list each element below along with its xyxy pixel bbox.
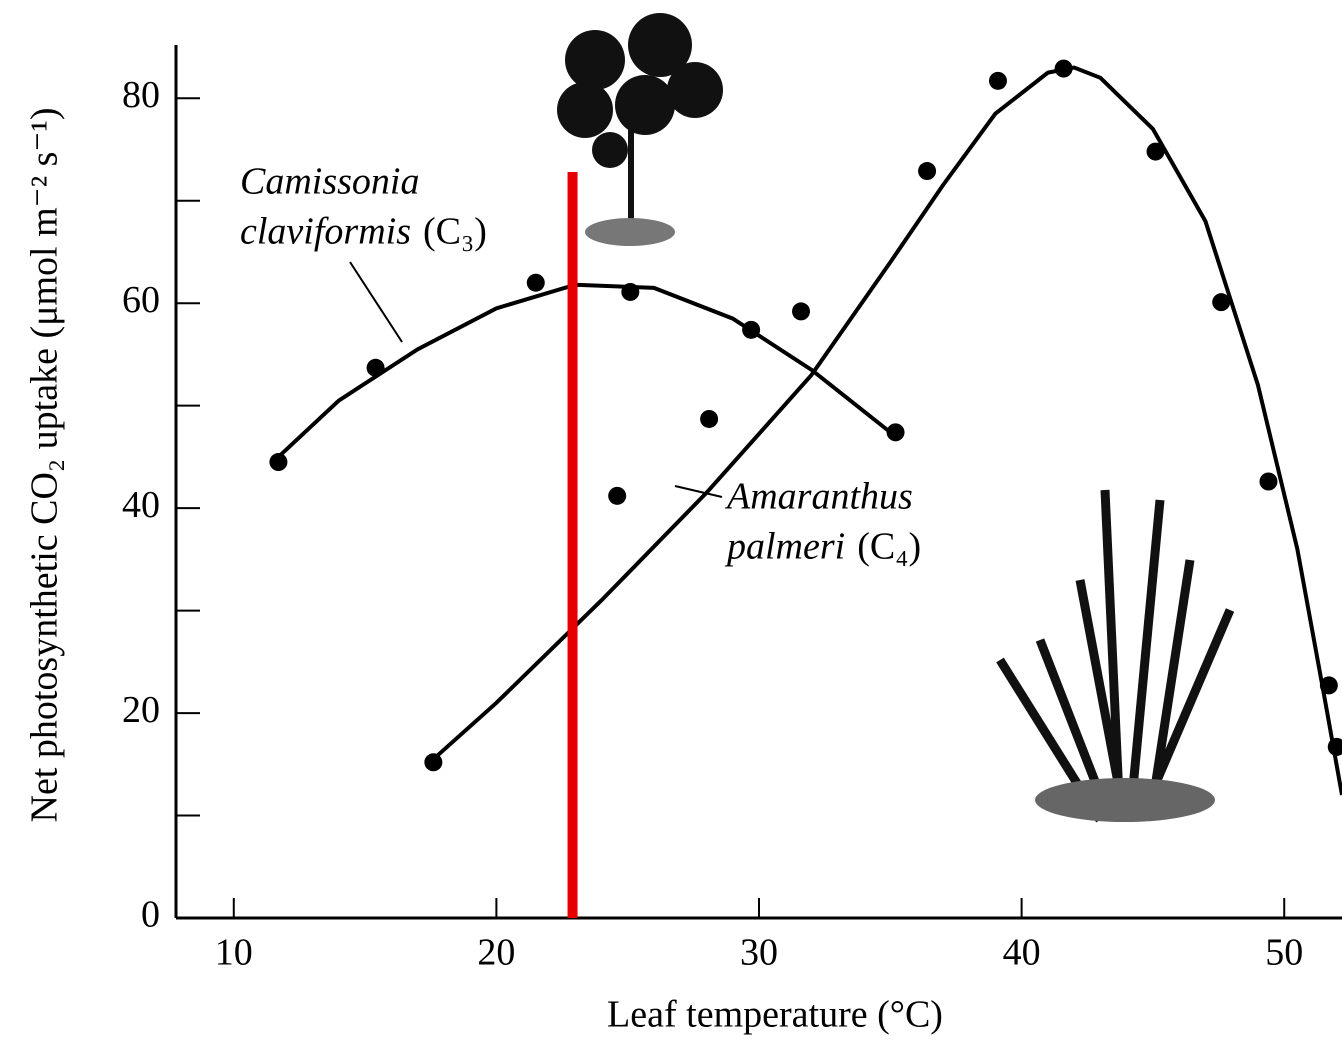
data-point [1212,293,1230,311]
data-point [1259,473,1277,491]
data-point [621,283,639,301]
leader-line [675,486,722,497]
series-label: claviformis [240,211,411,253]
data-point [700,410,718,428]
data-point [887,423,905,441]
x-tick-label: 40 [1003,932,1041,974]
x-tick-label: 30 [740,932,778,974]
data-point [527,274,545,292]
x-tick-label: 20 [477,932,515,974]
y-tick-label: 20 [122,689,160,731]
x-axis-label: Leaf temperature (°C) [607,994,943,1036]
y-tick-label: 80 [122,74,160,116]
x-tick-label: 50 [1265,932,1303,974]
y-axis-label: Net photosynthetic CO₂ uptake (μmol m⁻² … [24,108,66,823]
data-point [424,753,442,771]
data-point [269,453,287,471]
data-point [1328,738,1342,756]
y-tick-label: 60 [122,279,160,321]
data-point [608,487,626,505]
data-point [918,162,936,180]
data-point [367,359,385,377]
y-tick-label: 40 [122,484,160,526]
series-pathway: (C₄) [857,526,921,568]
series-label: Amaranthus [724,476,913,518]
data-point [1147,143,1165,161]
data-point [1320,676,1338,694]
shrub-illustration [1000,490,1230,822]
data-point [1055,60,1073,78]
series-label: Camissonia [240,161,419,203]
series-pathway: (C₃) [423,211,487,253]
x-tick-label: 10 [215,932,253,974]
data-point [742,321,760,339]
flower-illustration [557,13,723,246]
leader-line [350,262,402,342]
y-tick-label: 0 [141,894,160,936]
data-point [792,302,810,320]
data-point [989,72,1007,90]
chart: Leaf temperature (°C) Net photosynthetic… [0,0,1342,1043]
series-label: palmeri [724,526,845,568]
